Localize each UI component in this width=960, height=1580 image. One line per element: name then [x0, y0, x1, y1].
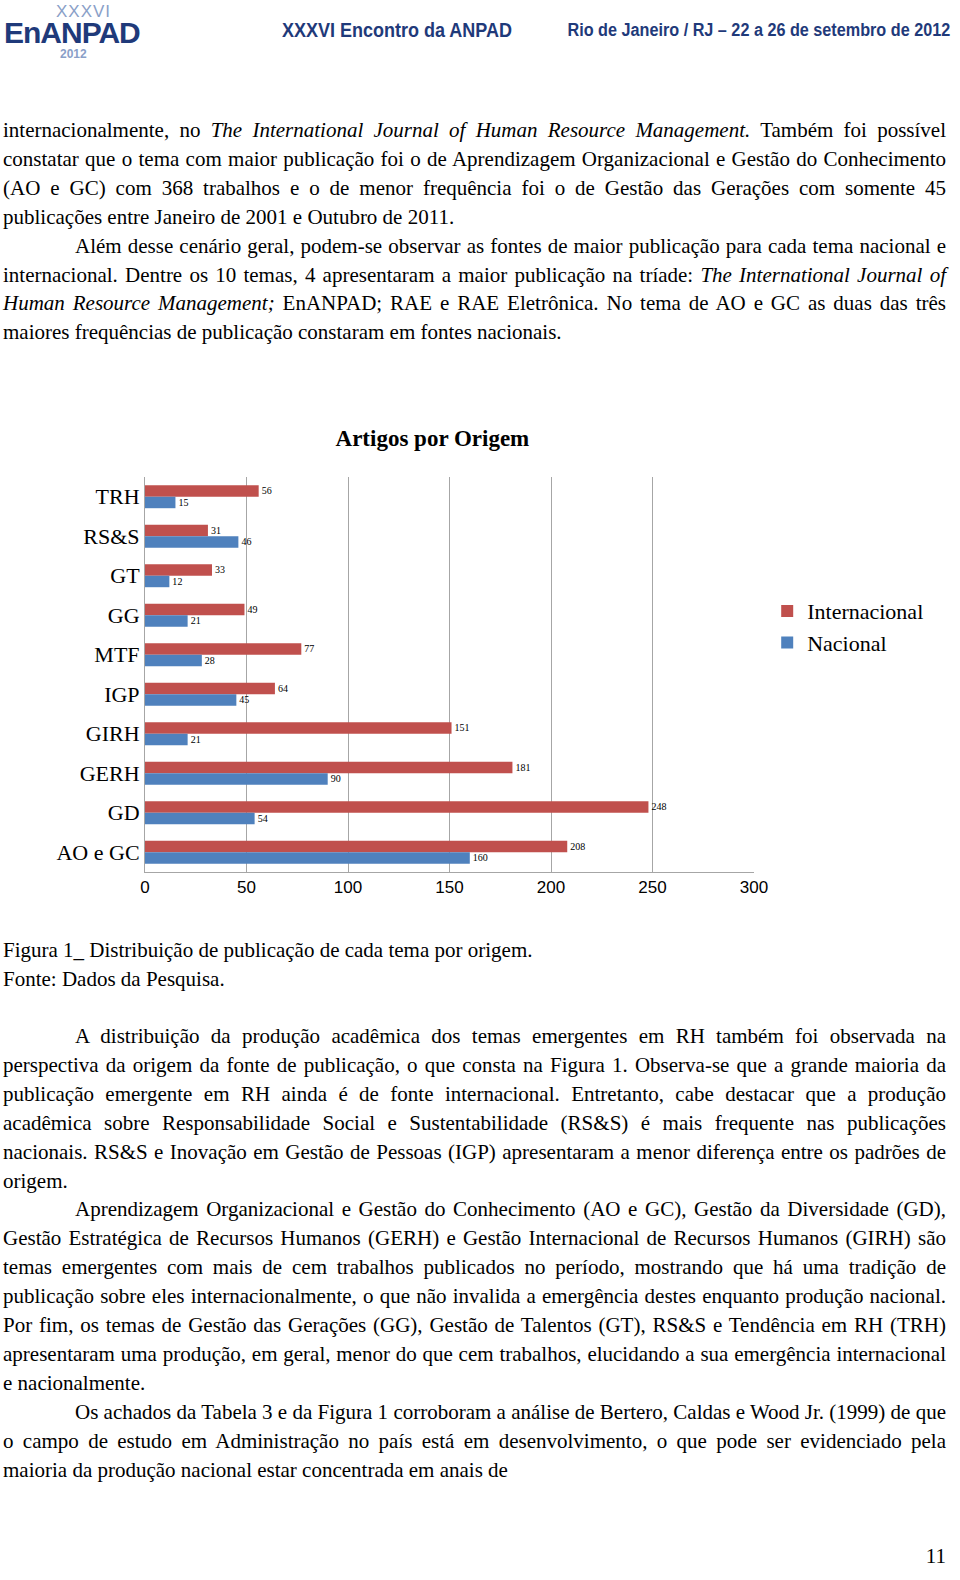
svg-text:200: 200	[537, 878, 565, 897]
svg-text:45: 45	[239, 694, 249, 705]
html-text:Rio de Janeiro / RJ – 22 a 26: Rio de Janeiro / RJ – 22 a 26 de setembr…	[567, 20, 950, 40]
svg-text:12: 12	[172, 576, 182, 587]
html-text:XXXVI: XXXVI	[56, 2, 112, 21]
svg-text:0: 0	[140, 878, 149, 897]
svg-text:21: 21	[191, 615, 201, 626]
svg-text:TRH: TRH	[96, 484, 140, 509]
svg-text:49: 49	[247, 604, 257, 615]
svg-text:300: 300	[740, 878, 768, 897]
svg-text:77: 77	[304, 643, 314, 654]
html-text:EnANPAD: EnANPAD	[4, 16, 140, 49]
svg-text:181: 181	[515, 762, 530, 773]
html-text:Fonte: Dados da Pesquisa.: Fonte: Dados da Pesquisa.	[3, 967, 225, 991]
html-text:Figura 1_ Distribuição de publ: Figura 1_ Distribuição de publicação de …	[3, 938, 533, 962]
svg-text:AO e GC: AO e GC	[56, 840, 139, 865]
svg-text:IGP: IGP	[104, 682, 139, 707]
svg-text:Artigos por Origem: Artigos por Origem	[336, 426, 530, 451]
svg-text:50: 50	[237, 878, 256, 897]
svg-text:28: 28	[205, 655, 215, 666]
svg-text:33: 33	[215, 564, 225, 575]
svg-text:GIRH: GIRH	[86, 721, 140, 746]
svg-text:15: 15	[178, 497, 188, 508]
svg-text:GT: GT	[110, 563, 140, 588]
html-text:A distribuição da produção aca: A distribuição da produção acadêmica dos…	[3, 1024, 946, 1193]
svg-text:Internacional: Internacional	[807, 599, 923, 624]
svg-text:56: 56	[262, 485, 272, 496]
svg-text:46: 46	[241, 536, 251, 547]
svg-text:GERH: GERH	[80, 761, 140, 786]
svg-text:151: 151	[455, 722, 470, 733]
svg-text:31: 31	[211, 525, 221, 536]
svg-text:RS&S: RS&S	[83, 524, 139, 549]
svg-text:MTF: MTF	[94, 642, 139, 667]
html-text:Além desse cenário geral, pode: Além desse cenário geral, podem-se obser…	[3, 233, 946, 345]
html-text:Os achados da Tabela 3 e da Fi: Os achados da Tabela 3 e da Figura 1 cor…	[3, 1399, 946, 1482]
svg-text:64: 64	[278, 683, 288, 694]
svg-text:250: 250	[638, 878, 666, 897]
svg-text:248: 248	[651, 801, 666, 812]
svg-text:90: 90	[331, 773, 341, 784]
svg-text:160: 160	[473, 852, 488, 863]
html-text:2012: 2012	[60, 47, 87, 61]
svg-text:208: 208	[570, 841, 585, 852]
svg-text:54: 54	[258, 813, 268, 824]
svg-text:21: 21	[191, 734, 201, 745]
svg-text:GD: GD	[108, 800, 140, 825]
html-text:11: 11	[925, 1544, 946, 1568]
svg-text:GG: GG	[108, 603, 140, 628]
html-text:Aprendizagem Organizacional e: Aprendizagem Organizacional e Gestão do …	[3, 1197, 946, 1395]
html-text:internacionalmente, no The Int: internacionalmente, no The International…	[3, 118, 946, 229]
svg-text:150: 150	[435, 878, 463, 897]
svg-text:100: 100	[334, 878, 362, 897]
svg-text:Nacional: Nacional	[807, 631, 886, 656]
html-text:XXXVI Encontro da ANPAD: XXXVI Encontro da ANPAD	[282, 19, 512, 41]
